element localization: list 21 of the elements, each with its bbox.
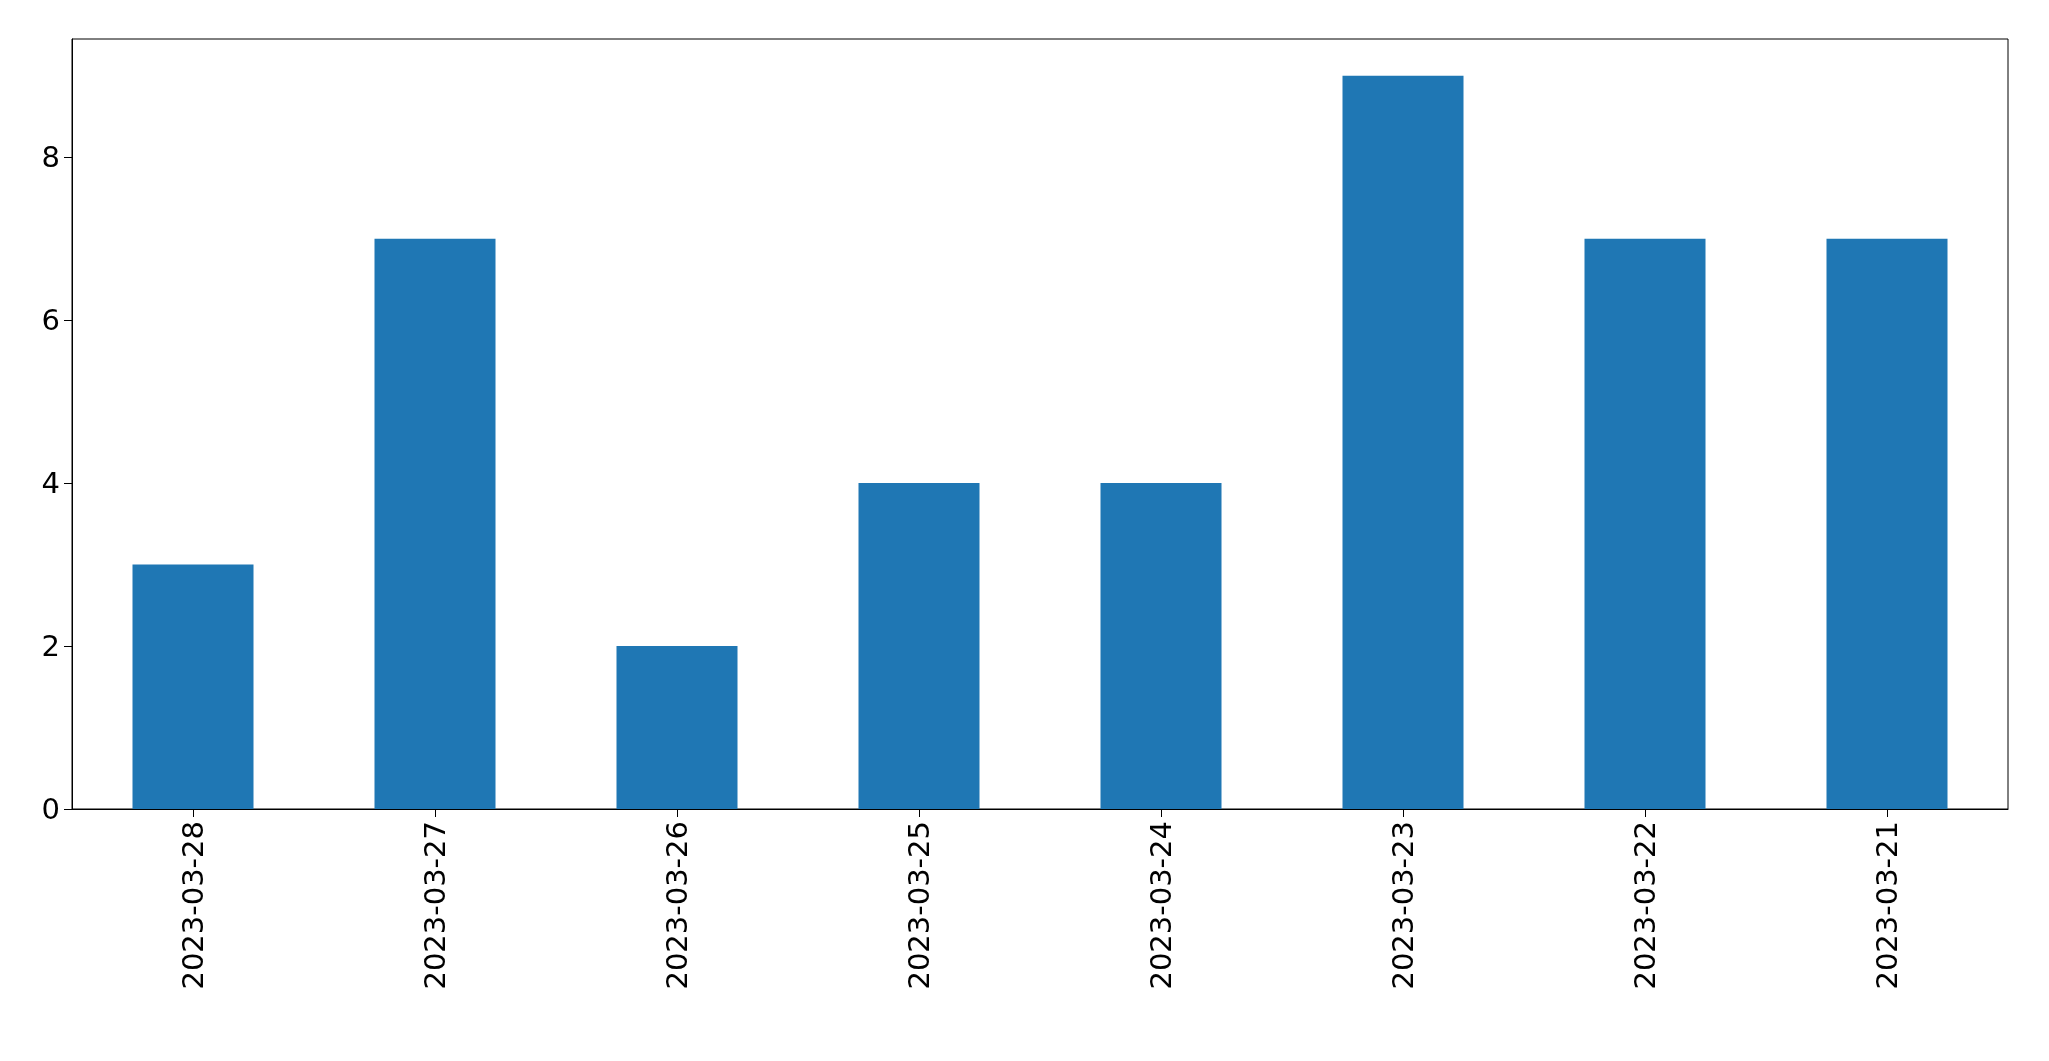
y-tick-label: 4 [41, 466, 60, 501]
bar [616, 646, 738, 809]
y-tick-label: 6 [41, 303, 60, 338]
y-tick-label: 8 [41, 140, 60, 175]
x-tick-label: 2023-03-24 [1144, 821, 1178, 990]
x-tick-label: 2023-03-28 [176, 821, 210, 990]
bar [1584, 238, 1706, 809]
x-tick-label: 2023-03-21 [1870, 821, 1904, 990]
bar [374, 238, 496, 809]
x-tick-label: 2023-03-27 [418, 821, 452, 990]
bar [132, 564, 254, 809]
y-tick-label: 0 [41, 792, 60, 826]
x-tick-label: 2023-03-26 [660, 821, 694, 990]
bar [1342, 75, 1464, 809]
bar [1100, 483, 1222, 809]
bar [858, 483, 980, 809]
x-tick-label: 2023-03-23 [1386, 821, 1420, 990]
bar [1826, 238, 1948, 809]
x-tick-label: 2023-03-22 [1628, 821, 1662, 990]
y-tick-label: 2 [41, 629, 60, 664]
x-tick-label: 2023-03-25 [902, 821, 936, 990]
